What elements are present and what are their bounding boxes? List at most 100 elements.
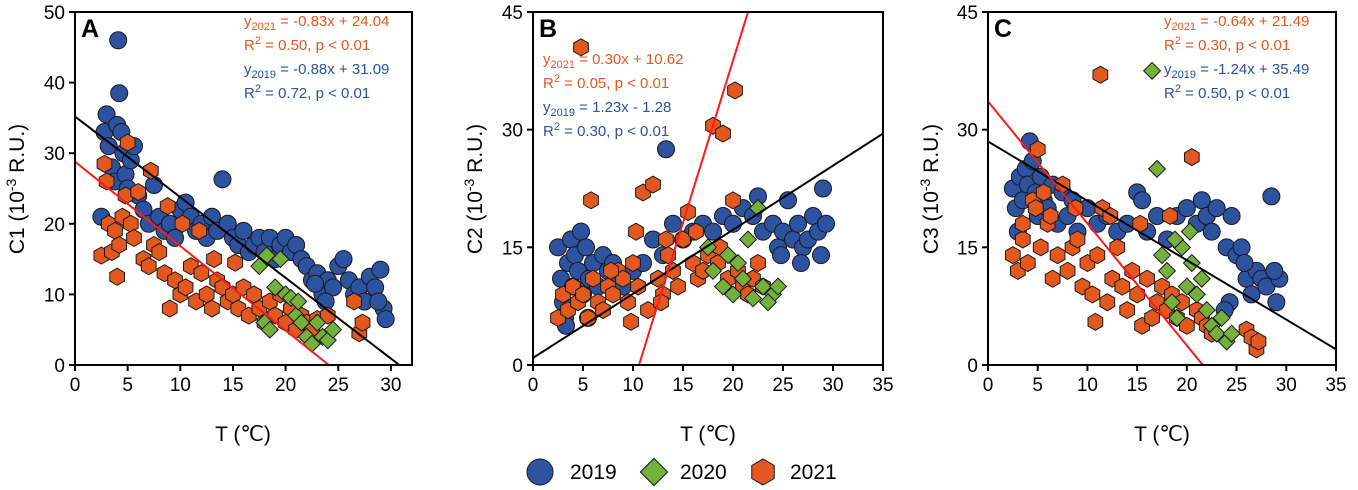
panel-a-y-tick-label-4: 40 (44, 74, 65, 95)
panel-c-point-2019-38 (1222, 206, 1241, 225)
panel-a-point-2020-8 (292, 313, 311, 332)
legend-label-2021: 2021 (790, 461, 837, 484)
panel-c-y-title-main: C3 (10 (920, 191, 943, 254)
panel-c-x-tick-label-5: 25 (1226, 375, 1247, 396)
panel-b-x-tick-label-2: 10 (622, 375, 643, 396)
panel-b-point-2019-24 (657, 140, 675, 159)
panel-b-point-2020-1 (713, 277, 733, 296)
panel-c-point-2021-24 (1109, 238, 1126, 257)
panel-b-y-title-main: C2 (10 (464, 191, 487, 254)
panel-a-point-2019-18 (144, 175, 163, 194)
panel-b-point-2021-37 (727, 81, 743, 100)
panel-a-point-2019-35 (234, 221, 253, 240)
panel-a-y-tick-label-1: 10 (44, 285, 65, 306)
panel-c-point-2021-47 (1250, 332, 1267, 351)
panel-c-point-2019-31 (1177, 199, 1196, 218)
panel-c-point-2019-35 (1202, 222, 1221, 241)
panel-a-point-2019-3 (99, 137, 118, 156)
panel-a-point-2021-28 (204, 299, 220, 318)
panel-b-x-tick-label-4: 20 (722, 375, 743, 396)
panel-a-point-2020-14 (323, 320, 343, 339)
panel-b-y-tick-label-1: 15 (502, 238, 523, 259)
panel-b-point-2021-17 (630, 277, 646, 296)
panel-b-ticks: 0 5 10 15 20 25 30 35 0 15 30 45 (502, 3, 894, 396)
panel-b-x-tick-label-7: 35 (872, 375, 893, 396)
panel-c: 0 5 10 15 20 25 30 35 0 15 30 45 C y2021 = -0.64x +… (917, 3, 1347, 446)
panel-c-x-tick-label-4: 20 (1176, 375, 1197, 396)
panel-b-point-2021-12 (605, 285, 621, 304)
panel-c-point-2021-26 (1119, 301, 1136, 320)
panel-a-point-2019-22 (166, 228, 185, 247)
panel-c-point-2020-16 (1222, 324, 1241, 343)
panel-a-point-2019-63 (376, 310, 395, 329)
panel-b-x-tick-label-1: 5 (578, 375, 589, 396)
panel-c-point-2019-50 (1235, 254, 1254, 273)
panel-b-point-2021-44 (583, 191, 599, 210)
panel-a-x-tick-label-0: 0 (70, 375, 81, 396)
panel-a-y-title-main: C1 (10 (6, 191, 29, 254)
panel-b-point-2021-8 (585, 269, 601, 288)
panel-c-equations: y2021 = -0.64x + 21.49 R2 = 0.30, p < 0.0… (1164, 13, 1309, 102)
legend-item-2019: 2019 (526, 458, 617, 486)
panel-a-point-2021-1 (96, 154, 113, 173)
panel-c-x-axis-title: T (℃) (1134, 423, 1190, 446)
panel-c-point-2020-17 (1180, 222, 1199, 241)
legend-label-2019: 2019 (570, 461, 617, 484)
panel-c-ticks: 0 5 10 15 20 25 30 35 0 15 30 45 (957, 3, 1347, 396)
panel-b-point-2020-9 (728, 253, 748, 273)
panel-b-point-2021-51 (623, 312, 639, 331)
panel-a-point-2021-23 (177, 278, 194, 297)
panel-b: 0 5 10 15 20 25 30 35 0 15 30 45 B y2021 = 0.30x + … (461, 3, 894, 446)
panel-c-point-2020-3 (1157, 261, 1177, 280)
panel-a-fit-line-2021 (75, 160, 330, 365)
panel-c-point-2020-11 (1197, 300, 1216, 320)
panel-b-point-2019-46 (814, 179, 832, 198)
panel-c-fit-lines (988, 100, 1336, 365)
panel-a-x-tick-label-4: 20 (275, 375, 296, 396)
panel-b-point-2020-8 (768, 277, 788, 296)
panel-c-y-tick-label-3: 45 (957, 3, 978, 24)
panel-a-points (92, 31, 395, 353)
panel-a-point-2021-6 (109, 267, 125, 286)
panel-a-point-2019-7 (109, 31, 128, 50)
panel-b-point-2020-10 (718, 246, 738, 265)
panel-a-x-tick-label-2: 10 (170, 375, 191, 396)
panel-c-point-2019-46 (1262, 187, 1281, 206)
panel-b-point-2021-42 (750, 253, 766, 273)
panel-b-x-tick-label-6: 30 (822, 375, 843, 396)
panel-c-point-2021-0 (1005, 246, 1021, 265)
panel-c-r2-2019: R2 = 0.50, p < 0.01 (1164, 83, 1290, 102)
panel-a-point-2021-55 (191, 221, 208, 240)
panel-c-x-tick-label-7: 35 (1325, 375, 1346, 396)
panel-b-point-2021-6 (575, 285, 591, 304)
panel-c-y-title-exp: -3 (917, 178, 933, 191)
panel-b-point-2021-46 (658, 230, 674, 249)
legend-circle-2019 (526, 458, 554, 486)
panel-c-point-2021-30 (1139, 269, 1155, 288)
panel-b-equation-2019: y2019 = 1.23x - 1.28 (543, 99, 671, 119)
panel-a-equation-2021: y2021 = -0.83x + 24.04 (244, 13, 389, 33)
panel-a-point-2021-53 (159, 197, 176, 216)
panel-a-equation-2019: y2019 = -0.88x + 31.09 (244, 61, 389, 81)
panel-c-point-2021-48 (1014, 214, 1031, 233)
panel-b-r2-2021: R2 = 0.05, p < 0.01 (543, 73, 669, 92)
panel-a-point-2021-50 (346, 292, 362, 311)
panel-c-point-2021-7 (1032, 238, 1049, 257)
panel-a-y-tick-label-5: 50 (44, 3, 65, 24)
panel-b-y-tick-label-3: 45 (502, 3, 523, 24)
panel-a-point-2021-18 (151, 242, 168, 262)
panel-a-point-2020-11 (308, 313, 327, 332)
panel-a-point-2019-31 (213, 170, 232, 189)
panel-c-x-tick-label-3: 15 (1127, 375, 1148, 396)
panel-c-point-2020-10 (1192, 269, 1211, 288)
panel-c-y-tick-label-0: 0 (967, 356, 978, 377)
panel-a-r2-2019: R2 = 0.72, p < 0.01 (244, 83, 370, 102)
panel-c-point-2020-1 (1147, 159, 1167, 178)
panel-a-point-2021-10 (119, 133, 136, 152)
panel-c-point-2021-2 (1014, 230, 1031, 249)
panel-a-plot-frame (74, 11, 413, 366)
panel-c-r2-2021: R2 = 0.30, p < 0.01 (1164, 35, 1290, 54)
panel-c-point-2021-10 (1044, 269, 1061, 288)
legend-diamond-2020 (639, 457, 669, 487)
panel-c-x-tick-label-2: 10 (1077, 375, 1098, 396)
